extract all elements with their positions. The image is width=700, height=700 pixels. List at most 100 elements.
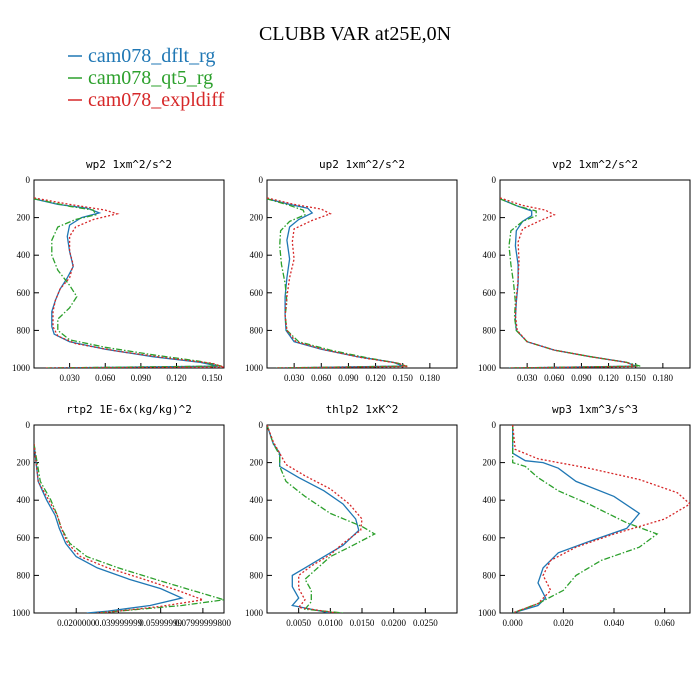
x-tick-label: 0.150 bbox=[626, 373, 647, 383]
y-tick-label: 800 bbox=[483, 570, 497, 580]
x-tick-label: 0.090 bbox=[571, 373, 592, 383]
panel-6: wp3 1xm^3/s^3 0 200 400 600 800 1000 0.000 0.020… bbox=[478, 403, 691, 628]
y-tick-label: 600 bbox=[483, 533, 497, 543]
x-tick-label: 0.180 bbox=[420, 373, 441, 383]
panel-title: thlp2 1xK^2 bbox=[326, 403, 399, 416]
series-group bbox=[267, 197, 408, 368]
panel-title: wp2 1xm^2/s^2 bbox=[86, 158, 172, 171]
y-tick-label: 200 bbox=[17, 458, 31, 468]
y-tick-label: 800 bbox=[483, 325, 497, 335]
x-tick-label: 0.039999999 bbox=[95, 618, 143, 628]
plot-frame bbox=[33, 424, 225, 614]
panel-title: vp2 1xm^2/s^2 bbox=[552, 158, 638, 171]
legend-label-1: cam078_dflt_rg bbox=[88, 45, 215, 67]
y-tick-label: 800 bbox=[17, 570, 31, 580]
x-tick-label: 0.090 bbox=[131, 373, 152, 383]
series-line-1 bbox=[512, 425, 641, 613]
y-tick-label: 1000 bbox=[478, 608, 497, 618]
series-line-3 bbox=[267, 197, 408, 368]
plot-frame bbox=[33, 179, 225, 369]
y-tick-label: 0 bbox=[26, 175, 31, 185]
series-group bbox=[500, 197, 641, 368]
x-tick-label: 0.0200 bbox=[381, 618, 406, 628]
y-tick-label: 400 bbox=[250, 250, 264, 260]
y-tick-label: 400 bbox=[17, 495, 31, 505]
x-tick-label: 0.040 bbox=[604, 618, 625, 628]
x-tick-label: 0.060 bbox=[311, 373, 332, 383]
x-tick-label: 0.150 bbox=[202, 373, 223, 383]
y-tick-label: 800 bbox=[250, 570, 264, 580]
x-tick-label: 0.120 bbox=[166, 373, 187, 383]
series-group bbox=[34, 197, 224, 368]
plot-frame bbox=[266, 179, 458, 369]
panel-2: up2 1xm^2/s^2 0 200 400 600 800 1000 0.030 0.060… bbox=[245, 158, 458, 383]
y-tick-label: 600 bbox=[250, 533, 264, 543]
y-tick-label: 0 bbox=[259, 420, 264, 430]
panel-title: rtp2 1E-6x(kg/kg)^2 bbox=[66, 403, 192, 416]
panel-3: vp2 1xm^2/s^2 0 200 400 600 800 1000 0.030 0.060… bbox=[478, 158, 691, 383]
y-tick-label: 0 bbox=[492, 420, 497, 430]
legend-label-3: cam078_expldiff bbox=[88, 89, 225, 111]
panel-1: wp2 1xm^2/s^2 0 200 400 600 800 1000 0.030 0.060… bbox=[12, 158, 225, 383]
x-tick-label: 0.060 bbox=[544, 373, 565, 383]
y-tick-label: 1000 bbox=[245, 608, 264, 618]
series-line-1 bbox=[34, 443, 184, 613]
y-tick-label: 200 bbox=[250, 458, 264, 468]
y-tick-label: 1000 bbox=[12, 363, 31, 373]
y-tick-label: 0 bbox=[26, 420, 31, 430]
x-tick-label: 0.060 bbox=[655, 618, 676, 628]
series-line-2 bbox=[34, 198, 222, 368]
x-tick-label: 0.0150 bbox=[350, 618, 375, 628]
y-tick-label: 1000 bbox=[12, 608, 31, 618]
x-tick-label: 0.150 bbox=[393, 373, 414, 383]
series-group bbox=[267, 425, 377, 613]
panel-4: rtp2 1E-6x(kg/kg)^2 0 200 400 600 800 1000 0.02… bbox=[12, 403, 232, 628]
y-tick-label: 400 bbox=[483, 250, 497, 260]
x-tick-label: 0.07999999800 bbox=[175, 618, 232, 628]
figure-title: CLUBB VAR at25E,0N bbox=[259, 23, 451, 45]
y-tick-label: 200 bbox=[17, 213, 31, 223]
x-tick-label: 0.030 bbox=[60, 373, 81, 383]
x-tick-label: 0.090 bbox=[338, 373, 359, 383]
x-tick-label: 0.0200000 bbox=[57, 618, 96, 628]
y-tick-label: 200 bbox=[483, 213, 497, 223]
y-tick-label: 1000 bbox=[478, 363, 497, 373]
y-tick-label: 400 bbox=[483, 495, 497, 505]
series-line-3 bbox=[500, 197, 636, 368]
series-line-2 bbox=[267, 425, 377, 613]
x-tick-label: 0.05999999 bbox=[139, 618, 182, 628]
y-tick-label: 600 bbox=[17, 288, 31, 298]
y-tick-label: 600 bbox=[483, 288, 497, 298]
series-line-2 bbox=[512, 425, 659, 613]
x-tick-label: 0.0050 bbox=[286, 618, 311, 628]
y-tick-label: 0 bbox=[492, 175, 497, 185]
y-tick-label: 800 bbox=[17, 325, 31, 335]
y-tick-label: 400 bbox=[17, 250, 31, 260]
x-tick-label: 0.180 bbox=[653, 373, 674, 383]
series-line-1 bbox=[34, 198, 219, 368]
panel-title: up2 1xm^2/s^2 bbox=[319, 158, 405, 171]
y-tick-label: 800 bbox=[250, 325, 264, 335]
plot-frame bbox=[499, 179, 691, 369]
series-line-3 bbox=[512, 425, 690, 613]
x-tick-label: 0.0100 bbox=[318, 618, 343, 628]
y-tick-label: 600 bbox=[17, 533, 31, 543]
x-tick-label: 0.120 bbox=[365, 373, 386, 383]
x-tick-label: 0.060 bbox=[95, 373, 116, 383]
y-tick-label: 1000 bbox=[245, 363, 264, 373]
series-group bbox=[512, 425, 690, 613]
x-tick-label: 0.020 bbox=[553, 618, 574, 628]
x-tick-label: 0.030 bbox=[517, 373, 538, 383]
y-tick-label: 200 bbox=[483, 458, 497, 468]
panel-title: wp3 1xm^3/s^3 bbox=[552, 403, 638, 416]
series-line-1 bbox=[500, 198, 636, 368]
y-tick-label: 600 bbox=[250, 288, 264, 298]
plot-frame bbox=[266, 424, 458, 614]
y-tick-label: 0 bbox=[259, 175, 264, 185]
y-tick-label: 400 bbox=[250, 495, 264, 505]
series-line-2 bbox=[500, 198, 641, 368]
series-line-2 bbox=[34, 443, 224, 613]
series-group bbox=[34, 443, 224, 613]
panel-5: thlp2 1xK^2 0 200 400 600 800 1000 0.0050 0.0100… bbox=[245, 403, 458, 628]
